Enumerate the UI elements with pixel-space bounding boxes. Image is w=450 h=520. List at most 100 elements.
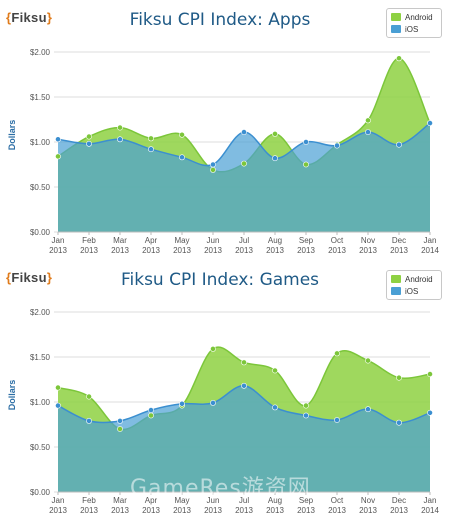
ios-point [148, 146, 154, 153]
chart-panel-games: {Fiksu} Fiksu CPI Index: Games Android i… [0, 260, 450, 520]
android-swatch [391, 275, 401, 283]
x-tick-label: 2013 [359, 246, 377, 255]
ios-swatch [391, 25, 401, 33]
ios-point [241, 382, 247, 389]
x-tick-label: Jan [52, 236, 65, 245]
x-tick-label: 2013 [204, 246, 222, 255]
android-point [303, 161, 309, 168]
legend-label-android: Android [405, 274, 433, 284]
ios-point [179, 154, 185, 161]
y-tick-label: $1.00 [30, 138, 51, 147]
chart-svg-games: $0.00$0.50$1.00$1.50$2.00Jan2013Feb2013M… [30, 308, 439, 515]
x-tick-label: Oct [331, 236, 344, 245]
x-tick-label: 2013 [173, 246, 191, 255]
x-tick-label: 2014 [421, 506, 439, 515]
x-tick-label: Feb [82, 236, 96, 245]
android-point [86, 133, 92, 140]
x-tick-label: 2013 [173, 506, 191, 515]
ios-point [241, 129, 247, 135]
watermark: GameRes游资网 [130, 476, 311, 501]
ios-point [148, 407, 154, 413]
android-point [148, 412, 154, 419]
ios-point [117, 136, 123, 143]
ios-point [86, 140, 92, 147]
legend-item-ios: iOS [391, 23, 437, 35]
android-point [272, 130, 278, 137]
x-tick-label: Mar [113, 236, 127, 245]
y-tick-label: $0.50 [30, 443, 51, 452]
ios-point [396, 419, 402, 426]
x-tick-label: 2013 [297, 506, 315, 515]
ios-point [272, 155, 278, 162]
x-tick-label: Jul [239, 496, 249, 505]
x-tick-label: May [174, 496, 189, 505]
x-tick-label: Sep [299, 236, 314, 245]
legend-apps: Android iOS [386, 8, 442, 38]
android-point [272, 367, 278, 374]
ios-point [86, 417, 92, 424]
x-tick-label: Apr [145, 496, 158, 505]
android-point [210, 166, 216, 173]
y-tick-label: $2.00 [30, 308, 51, 317]
ios-point [334, 417, 340, 423]
x-tick-label: 2013 [111, 246, 129, 255]
ios-point [334, 142, 340, 149]
chart-title-apps: Fiksu CPI Index: Apps [129, 10, 311, 30]
ios-point [55, 136, 61, 143]
ios-point [365, 129, 371, 135]
x-tick-label: 2013 [266, 246, 284, 255]
ios-point [427, 120, 433, 126]
x-tick-label: 2013 [328, 506, 346, 515]
x-tick-label: 2013 [328, 246, 346, 255]
y-tick-label: $0.00 [30, 228, 51, 237]
ios-point [396, 141, 402, 148]
android-point [179, 131, 185, 138]
ios-point [210, 399, 216, 406]
ios-point [303, 412, 309, 419]
x-tick-label: Dec [392, 236, 406, 245]
chart-panel-apps: {Fiksu} Fiksu CPI Index: Apps Android iO… [6, 8, 442, 255]
x-tick-label: 2013 [49, 246, 67, 255]
legend-item-ios: iOS [391, 285, 437, 297]
chart-svg-apps: $0.00$0.50$1.00$1.50$2.00Jan2013Feb2013M… [30, 48, 439, 255]
x-tick-label: Oct [331, 496, 344, 505]
android-point [117, 426, 123, 432]
legend-games: Android iOS [386, 270, 442, 300]
android-point [210, 346, 216, 352]
x-tick-label: Nov [361, 236, 375, 245]
legend-label-ios: iOS [405, 286, 419, 296]
y-tick-label: $1.00 [30, 398, 51, 407]
x-tick-label: Jan [424, 496, 437, 505]
legend-label-android: Android [405, 12, 433, 22]
x-tick-label: 2013 [390, 506, 408, 515]
x-tick-label: 2013 [111, 506, 129, 515]
ios-point [427, 409, 433, 416]
chart-title-games: Fiksu CPI Index: Games [120, 270, 320, 290]
x-tick-label: Aug [268, 496, 282, 505]
android-point [148, 135, 154, 142]
x-tick-label: Dec [392, 496, 406, 505]
ios-point [117, 417, 123, 424]
y-tick-label: $1.50 [30, 353, 51, 362]
fiksu-logo: {Fiksu} [6, 10, 53, 25]
android-point [396, 55, 402, 62]
x-tick-label: 2013 [80, 506, 98, 515]
android-point [396, 374, 402, 381]
ios-point [179, 400, 185, 407]
android-point [241, 359, 247, 366]
ios-point [365, 406, 371, 413]
ios-swatch [391, 287, 401, 295]
y-tick-label: $1.50 [30, 93, 51, 102]
android-point [86, 393, 92, 400]
legend-label-ios: iOS [405, 24, 419, 34]
android-point [365, 357, 371, 364]
x-tick-label: Jun [207, 496, 220, 505]
x-tick-label: 2013 [80, 246, 98, 255]
y-tick-label: $2.00 [30, 48, 51, 57]
y-tick-label: $0.00 [30, 488, 51, 497]
ios-point [272, 404, 278, 411]
x-tick-label: Jul [239, 236, 249, 245]
android-swatch [391, 13, 401, 21]
x-tick-label: Aug [268, 236, 282, 245]
x-tick-label: 2013 [49, 506, 67, 515]
